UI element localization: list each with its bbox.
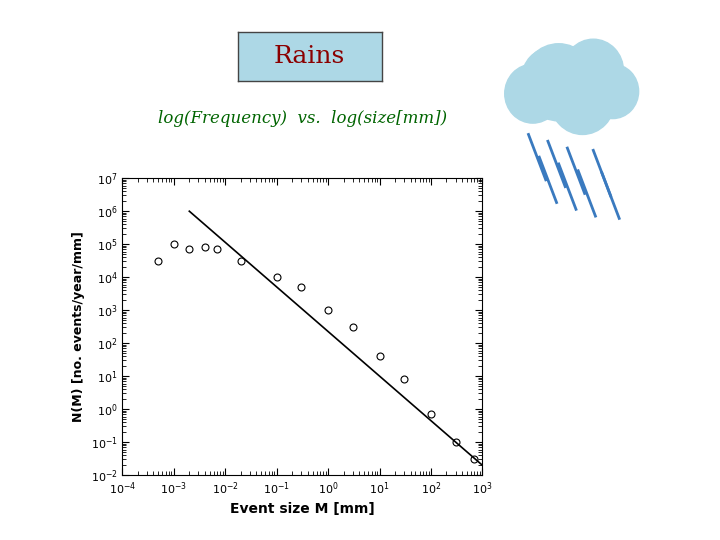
Circle shape xyxy=(550,66,615,134)
Circle shape xyxy=(522,44,595,121)
X-axis label: Event size M [mm]: Event size M [mm] xyxy=(230,502,375,516)
Text: log(Frequency)  vs.  log(size[mm]): log(Frequency) vs. log(size[mm]) xyxy=(158,110,447,127)
Circle shape xyxy=(505,64,561,123)
Circle shape xyxy=(587,64,639,119)
Text: Rains: Rains xyxy=(274,45,345,68)
Y-axis label: N(M) [no. events/year/mm]: N(M) [no. events/year/mm] xyxy=(72,231,85,422)
Circle shape xyxy=(522,48,578,107)
Circle shape xyxy=(563,39,624,103)
